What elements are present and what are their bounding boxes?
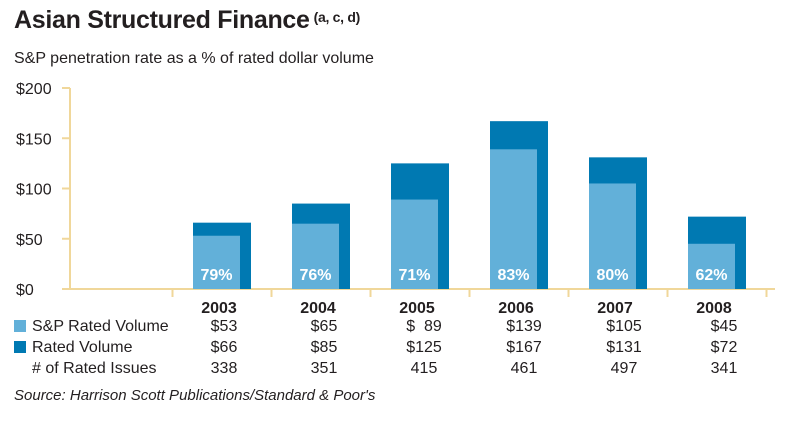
chart-title: Asian Structured Finance (a, c, d): [14, 6, 361, 34]
table-cell: 461: [510, 360, 538, 377]
table-cell: 338: [210, 360, 238, 377]
x-category-label: 2006: [498, 300, 534, 317]
row-label: Rated Volume: [14, 337, 174, 358]
row-label-text: # of Rated Issues: [32, 360, 157, 377]
table-cell: $85: [310, 339, 338, 356]
bar-percent-label: 71%: [398, 267, 430, 284]
table-cell: $45: [710, 318, 738, 335]
data-table: S&P Rated Volume $53 $65 $ 89 $139 $105 $45 Rat…: [14, 316, 774, 379]
x-category-label: 2003: [201, 300, 237, 317]
x-category-label: 2008: [696, 300, 732, 317]
legend-swatch: [14, 320, 26, 332]
chart-subtitle: S&P penetration rate as a % of rated dol…: [14, 50, 374, 67]
bar-sp-rated-volume: [688, 243, 735, 289]
bar-sp-rated-volume: [490, 149, 537, 289]
table-cell: 415: [410, 360, 438, 377]
y-tick-label: $50: [16, 232, 43, 249]
table-cell: $139: [506, 318, 542, 335]
table-cell: 341: [710, 360, 738, 377]
row-label: # of Rated Issues: [14, 358, 174, 379]
title-superscript: (a, c, d): [313, 9, 361, 25]
bar-sp-rated-volume: [589, 183, 636, 289]
source-note: Source: Harrison Scott Publications/Stan…: [14, 387, 376, 404]
y-tick-label: $150: [16, 131, 52, 148]
table-row: S&P Rated Volume $53 $65 $ 89 $139 $105 $45: [14, 316, 774, 337]
bar-sp-rated-volume: [391, 199, 438, 289]
row-label-text: S&P Rated Volume: [32, 318, 169, 335]
bar-sp-rated-volume: [193, 235, 240, 289]
x-category-label: 2007: [597, 300, 633, 317]
table-cell: $167: [506, 339, 542, 356]
row-label: S&P Rated Volume: [14, 316, 174, 337]
table-cell: $ 89: [406, 318, 442, 335]
y-tick-label: $0: [16, 282, 34, 299]
table-cell: $65: [310, 318, 338, 335]
table-row: # of Rated Issues 338 351 415 461 497 341: [14, 358, 774, 379]
table-cell: $53: [210, 318, 238, 335]
bar-percent-label: 80%: [596, 267, 628, 284]
table-cell: 497: [610, 360, 638, 377]
y-tick-label: $200: [16, 81, 52, 98]
table-cell: $72: [710, 339, 738, 356]
legend-swatch: [14, 341, 26, 353]
table-row: Rated Volume $66 $85 $125 $167 $131 $72: [14, 337, 774, 358]
bar-percent-label: 62%: [695, 267, 727, 284]
table-cell: $125: [406, 339, 442, 356]
y-tick-label: $100: [16, 182, 52, 199]
x-category-label: 2005: [399, 300, 435, 317]
bar-sp-rated-volume: [292, 223, 339, 289]
row-label-text: Rated Volume: [32, 339, 133, 356]
table-cell: $66: [210, 339, 238, 356]
table-cell: 351: [310, 360, 338, 377]
x-category-label: 2004: [300, 300, 336, 317]
bar-percent-label: 79%: [200, 267, 232, 284]
bar-percent-label: 76%: [299, 267, 331, 284]
bar-percent-label: 83%: [497, 267, 529, 284]
bar-chart: $0 $50 $100 $150 $200 79% 2003 76% 2004 71% 2005 83…: [16, 81, 775, 317]
table-cell: $131: [606, 339, 642, 356]
table-cell: $105: [606, 318, 642, 335]
